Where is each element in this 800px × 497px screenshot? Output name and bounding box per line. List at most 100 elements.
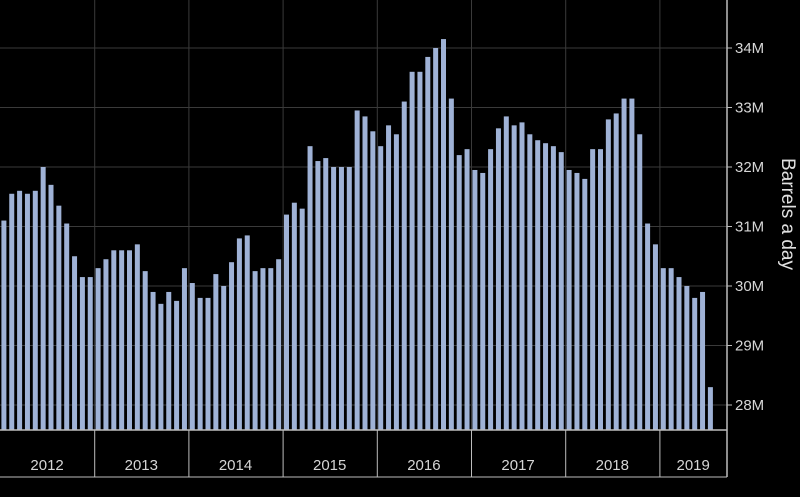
bar (433, 48, 439, 430)
bar (40, 167, 46, 430)
x-year-label: 2013 (125, 457, 158, 474)
bar (48, 184, 54, 430)
bar (315, 161, 321, 431)
bar (448, 98, 454, 430)
bar (354, 110, 360, 430)
bar (181, 268, 187, 430)
bar (574, 172, 580, 430)
bar (441, 39, 446, 430)
bar (127, 250, 132, 430)
x-year-label: 2018 (596, 457, 629, 474)
bar (236, 238, 242, 430)
bar (676, 277, 682, 430)
bar (64, 223, 70, 430)
bar (56, 205, 62, 430)
bar (299, 208, 305, 430)
bar (307, 146, 313, 431)
bar-series (1, 39, 713, 431)
y-tick-label: 30M (735, 278, 764, 295)
bar (582, 178, 588, 430)
bar (158, 303, 164, 430)
bar (150, 291, 156, 430)
bar (425, 56, 431, 431)
bar (197, 297, 203, 430)
bar (17, 190, 23, 430)
bar (378, 146, 384, 431)
y-tick-label: 29M (735, 338, 764, 355)
bar (205, 297, 211, 430)
bar (637, 134, 643, 430)
bar (229, 262, 235, 430)
bar (174, 300, 180, 431)
y-tick-label: 28M (735, 397, 764, 414)
bar (495, 128, 501, 430)
bar (558, 152, 564, 431)
bar (370, 131, 376, 431)
x-year-labels: 2012 2013 2014 2015 2016 2017 2018 2019 (30, 457, 709, 474)
bar (629, 98, 635, 430)
bar (268, 268, 274, 430)
bar (613, 113, 619, 430)
bar (645, 223, 651, 430)
y-tick-label: 34M (735, 40, 764, 57)
bar (409, 71, 415, 431)
bar (346, 167, 352, 430)
y-tick-label: 31M (735, 219, 764, 236)
bar (260, 268, 266, 430)
bar (213, 274, 219, 430)
bar (464, 149, 470, 430)
bar (621, 98, 627, 430)
bar (527, 134, 533, 430)
bar (323, 158, 329, 430)
bar (119, 250, 125, 430)
bar (221, 286, 227, 430)
bar (291, 202, 297, 430)
bar (519, 122, 525, 431)
bar (276, 259, 282, 430)
x-year-label: 2016 (407, 457, 440, 474)
y-tick-label: 33M (735, 100, 764, 117)
x-year-label: 2015 (313, 457, 346, 474)
bar (9, 193, 15, 430)
y-tick-labels: 28M 29M 30M 31M 32M 33M 34M (735, 40, 764, 414)
bar (134, 244, 140, 430)
bar (95, 268, 101, 430)
bar (142, 271, 148, 431)
bar (511, 125, 517, 430)
y-tick-label: 32M (735, 159, 764, 176)
bar (111, 250, 117, 430)
bar (284, 214, 289, 430)
bar (503, 116, 509, 431)
bar (1, 220, 7, 430)
bar (652, 244, 658, 430)
bar (189, 283, 195, 430)
bar (590, 149, 596, 430)
bar (488, 149, 494, 430)
bar (32, 190, 38, 430)
bar (472, 169, 478, 431)
x-year-label: 2017 (501, 457, 534, 474)
bar (456, 155, 462, 430)
bar (417, 71, 423, 431)
bar (692, 297, 698, 430)
bar (24, 193, 30, 430)
axes (0, 0, 732, 478)
bar (660, 268, 666, 430)
x-year-label: 2012 (30, 457, 63, 474)
bar (87, 277, 93, 430)
bar (700, 291, 706, 430)
bar (707, 387, 713, 430)
bar (331, 167, 337, 430)
bar (362, 116, 368, 431)
bar (386, 125, 392, 430)
bar (393, 134, 399, 430)
bar (684, 286, 690, 430)
y-axis-title: Barrels a day (777, 158, 798, 270)
bar (566, 169, 572, 431)
bar (480, 172, 486, 430)
bar (543, 143, 549, 430)
bar (166, 291, 172, 430)
bar (598, 149, 603, 430)
bar (252, 271, 258, 431)
